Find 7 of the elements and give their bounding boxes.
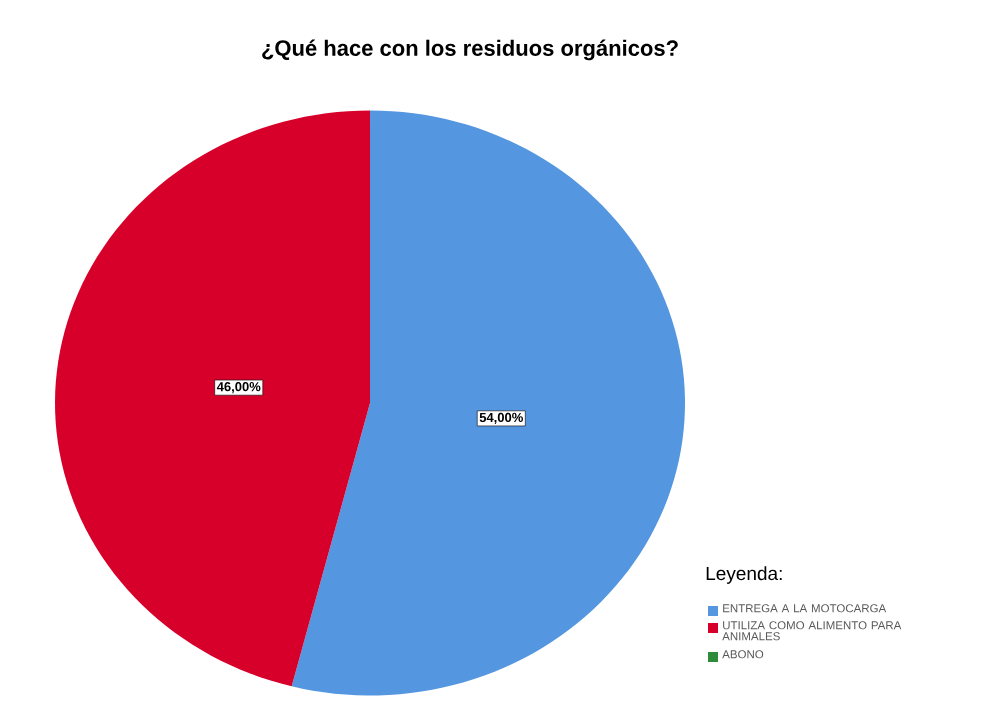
legend-label: ENTREGA A LA MOTOCARGA	[723, 604, 887, 613]
legend-title: Leyenda:	[706, 566, 782, 584]
data-label: 54,00%	[479, 412, 523, 424]
legend-label: UTILIZA COMO ALIMENTO PARA ANIMALES	[722, 621, 902, 641]
legend-label: ABONO	[722, 650, 764, 659]
chart-title: ¿Qué hace con los residuos orgánicos?	[262, 39, 678, 61]
data-label: 46,00%	[216, 382, 261, 394]
